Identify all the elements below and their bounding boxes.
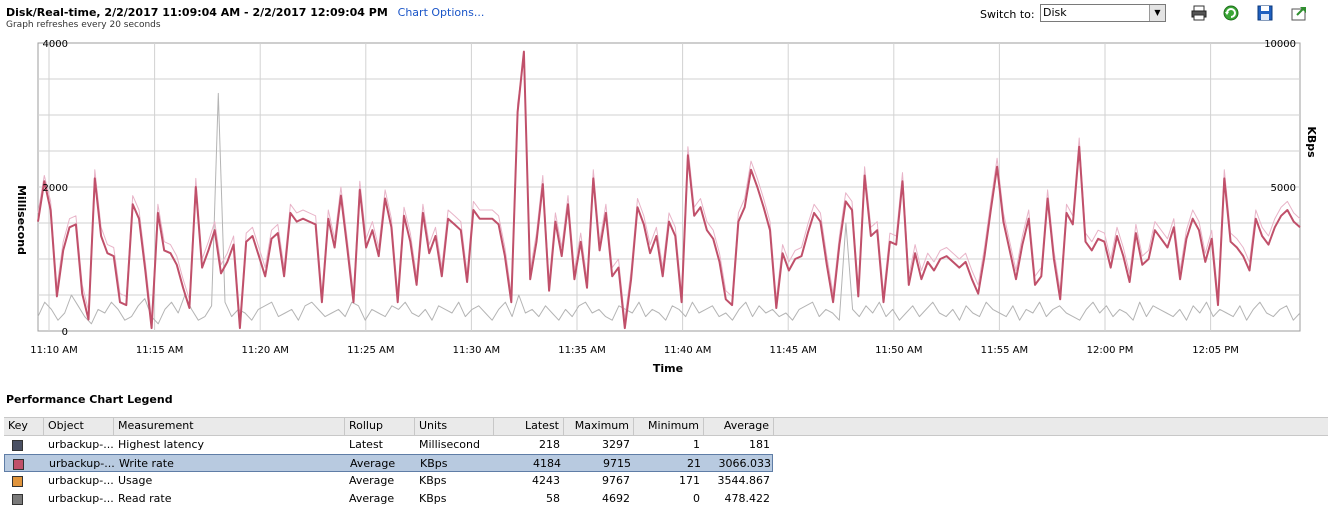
dropdown-arrow-icon[interactable]: ▼ [1149,5,1165,21]
x-tick-label: 11:35 AM [558,345,605,356]
legend-key-swatch [12,494,23,505]
save-icon[interactable] [1256,4,1274,22]
legend-row[interactable]: urbackup-... Read rate Average KBps 58 4692 0 4… [4,490,773,508]
legend-row[interactable]: urbackup-... Write rate Average KBps 4184 971… [4,454,773,472]
legend-cell-rollup: Latest [349,438,383,451]
legend-body: urbackup-... Highest latency Latest Millise… [4,436,1328,508]
legend-key-swatch [13,459,24,470]
print-icon[interactable] [1190,4,1208,22]
legend-cell-maximum: 4692 [602,492,630,505]
column-latest[interactable]: Latest [494,418,564,435]
export-icon[interactable] [1290,4,1308,22]
chart-axes: 11:10 AM 11:15 AM 11:20 AM 11:25 AM 11:30 AM… [30,39,1296,356]
legend-row[interactable]: urbackup-... Highest latency Latest Millise… [4,436,773,454]
legend-cell-units: KBps [419,474,447,487]
column-units[interactable]: Units [415,418,494,435]
x-tick-label: 11:55 AM [981,345,1028,356]
x-tick-label: 12:05 PM [1192,345,1239,356]
refresh-icon[interactable] [1222,4,1240,22]
legend-cell-average: 3066.033 [718,457,772,470]
column-rollup[interactable]: Rollup [345,418,415,435]
column-maximum[interactable]: Maximum [564,418,634,435]
switch-to-dropdown[interactable]: Disk ▼ [1040,4,1166,22]
legend-cell-object: urbackup-... [48,474,114,487]
legend-row[interactable]: urbackup-... Usage Average KBps 4243 9767 171 3… [4,472,773,490]
legend-cell-minimum: 171 [679,474,700,487]
legend-cell-units: Millisecond [419,438,480,451]
chart-title: Disk/Real-time, 2/2/2017 11:09:04 AM - 2… [6,6,388,19]
column-object[interactable]: Object [44,418,114,435]
column-minimum[interactable]: Minimum [634,418,704,435]
legend-cell-measurement: Write rate [119,457,174,470]
legend-cell-latest: 58 [546,492,560,505]
legend-cell-latest: 218 [539,438,560,451]
legend-cell-object: urbackup-... [48,492,114,505]
legend-cell-average: 478.422 [724,492,771,505]
legend-header: Key Object Measurement Rollup Units Late… [4,417,1328,436]
x-tick-label: 11:40 AM [664,345,711,356]
x-axis-label: Time [653,362,683,375]
legend-cell-minimum: 1 [693,438,700,451]
column-key[interactable]: Key [4,418,44,435]
performance-chart: 11:10 AM 11:15 AM 11:20 AM 11:25 AM 11:30 AM… [15,39,1318,375]
legend-cell-measurement: Usage [118,474,153,487]
x-tick-label: 11:30 AM [453,345,500,356]
legend-cell-units: KBps [419,492,447,505]
legend-cell-units: KBps [420,457,448,470]
legend-key-swatch [12,440,23,451]
y-tick-label-left: 4000 [43,39,68,50]
legend-cell-measurement: Highest latency [118,438,204,451]
switch-to-value: Disk [1043,6,1067,19]
legend-key-swatch [12,476,23,487]
legend-cell-latest: 4243 [532,474,560,487]
y-tick-label-left: 2000 [43,183,68,194]
switch-to-label: Switch to: [980,8,1035,21]
x-tick-label: 11:10 AM [30,345,77,356]
legend-cell-maximum: 3297 [602,438,630,451]
legend-title: Performance Chart Legend [6,393,173,406]
legend-cell-minimum: 21 [687,457,701,470]
column-average[interactable]: Average [704,418,774,435]
x-tick-label: 11:50 AM [875,345,922,356]
series-line [37,56,1301,320]
legend-cell-rollup: Average [349,474,395,487]
legend-cell-minimum: 0 [693,492,700,505]
legend-cell-rollup: Average [349,492,395,505]
legend-cell-object: urbackup-... [49,457,115,470]
x-tick-label: 11:15 AM [136,345,183,356]
legend-table: Key Object Measurement Rollup Units Late… [4,417,1328,508]
legend-cell-maximum: 9715 [603,457,631,470]
series-line [37,92,1301,325]
legend-cell-maximum: 9767 [602,474,630,487]
x-tick-label: 12:00 PM [1087,345,1134,356]
legend-cell-average: 181 [749,438,770,451]
column-measurement[interactable]: Measurement [114,418,345,435]
page-title: Disk/Real-time, 2/2/2017 11:09:04 AM - 2… [6,6,484,19]
x-tick-label: 11:25 AM [347,345,394,356]
chart-options-link[interactable]: Chart Options... [397,6,485,19]
x-tick-label: 11:45 AM [769,345,816,356]
chart-series [37,50,1301,330]
y-tick-label-left: 0 [62,327,68,338]
y-tick-label-right: 5000 [1271,183,1296,194]
y-axis-label-left: Millisecond [15,185,28,255]
legend-cell-rollup: Average [350,457,396,470]
y-tick-label-right: 10000 [1264,39,1296,50]
series-line [37,50,1301,330]
y-axis-label-right: KBps [1305,126,1318,158]
legend-cell-latest: 4184 [533,457,561,470]
legend-cell-object: urbackup-... [48,438,114,451]
legend-cell-measurement: Read rate [118,492,172,505]
x-tick-label: 11:20 AM [241,345,288,356]
legend-cell-average: 3544.867 [717,474,771,487]
refresh-note: Graph refreshes every 20 seconds [6,20,161,30]
